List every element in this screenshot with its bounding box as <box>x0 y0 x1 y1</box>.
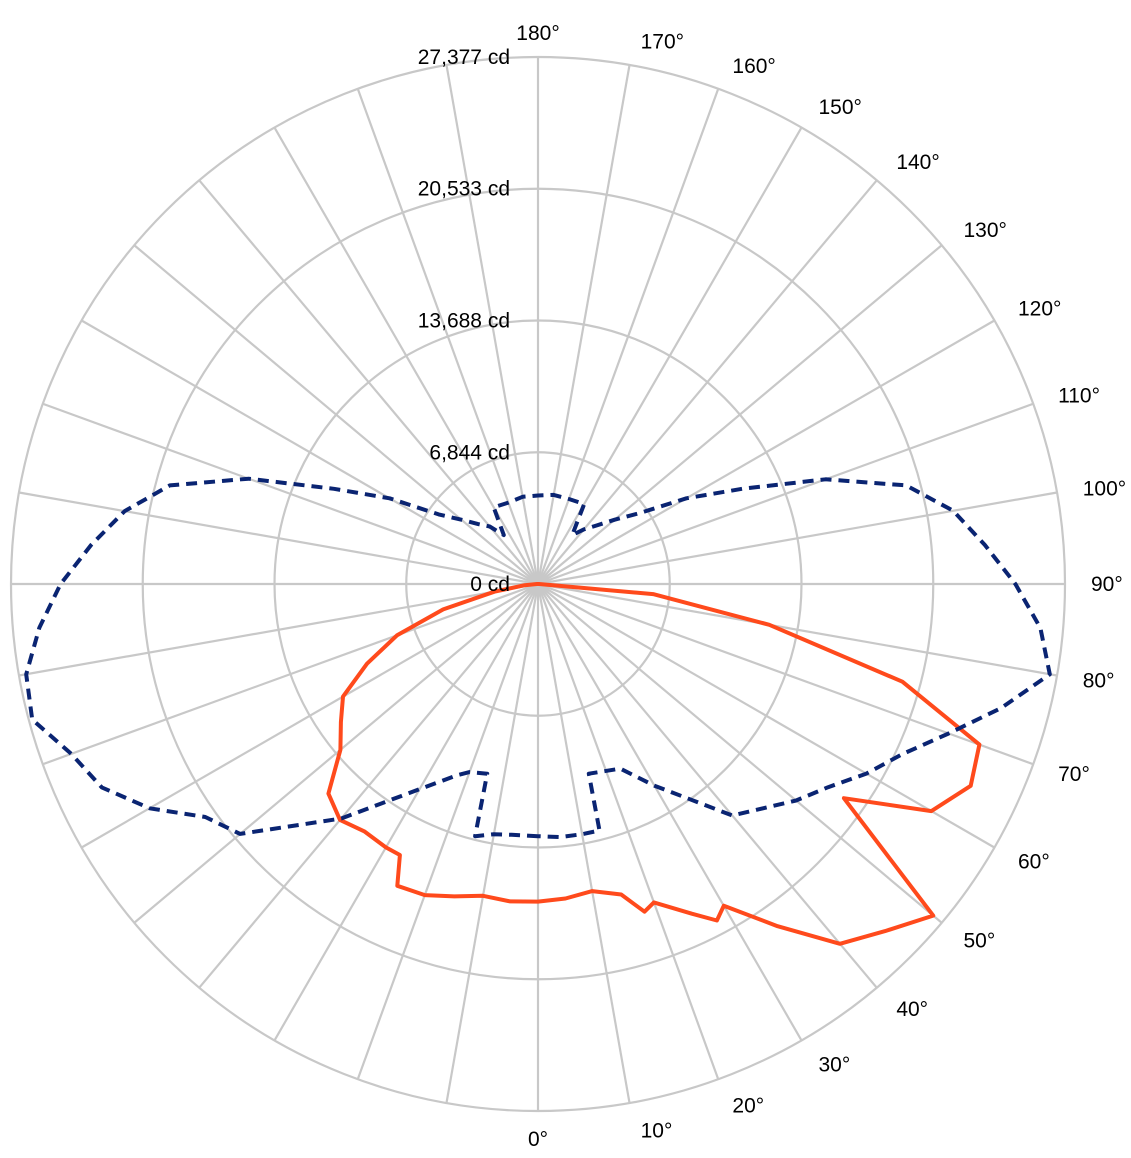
grid-spoke-230 <box>133 244 539 585</box>
angle-tick-label-140: 140° <box>896 151 939 174</box>
radial-tick-label-3: 20,533 cd <box>418 178 510 201</box>
grid-spoke-350 <box>445 583 540 1104</box>
angle-tick-label-110: 110° <box>1058 385 1100 408</box>
grid-spoke-30 <box>537 583 803 1041</box>
angle-tick-label-40: 40° <box>896 998 928 1021</box>
grid-spoke-290 <box>42 582 539 766</box>
angle-tick-label-60: 60° <box>1018 851 1050 874</box>
angle-tick-label-180: 180° <box>516 22 559 45</box>
angle-tick-label-160: 160° <box>732 55 775 78</box>
angle-tick-label-70: 70° <box>1058 763 1090 786</box>
grid-spoke-300 <box>81 583 539 849</box>
angle-tick-label-20: 20° <box>732 1095 764 1118</box>
grid-spoke-100 <box>537 491 1058 586</box>
grid-spoke-130 <box>537 244 943 585</box>
grid-spoke-10 <box>536 583 631 1104</box>
grid-spoke-260 <box>18 491 539 586</box>
grid-spoke-170 <box>536 64 631 585</box>
grid-spoke-210 <box>273 127 539 585</box>
angle-tick-label-170: 170° <box>641 30 684 53</box>
grid-spoke-240 <box>81 319 539 585</box>
grid-spoke-110 <box>537 402 1034 586</box>
angle-tick-label-80: 80° <box>1083 669 1115 692</box>
grid-spoke-340 <box>356 583 540 1080</box>
grid-spoke-50 <box>537 583 943 924</box>
radial-tick-labels: 0 cd 6,844 cd 13,688 cd 20,533 cd 27,377 cd <box>418 46 510 596</box>
series-line-1 <box>24 476 1052 840</box>
grid-spoke-140 <box>537 179 878 585</box>
radial-tick-label-4: 27,377 cd <box>418 46 510 69</box>
grid-spoke-280 <box>18 582 539 677</box>
grid-spoke-250 <box>42 402 539 586</box>
angle-tick-labels: 0° 10° 20° 30° 40° 50° 60° 70° 80° 90° 100° 110° 120… <box>516 22 1126 1151</box>
series-line-0 <box>326 582 982 946</box>
radial-tick-label-1: 6,844 cd <box>429 441 510 464</box>
angle-tick-label-150: 150° <box>819 96 862 119</box>
grid-spoke-120 <box>537 319 995 585</box>
grid-spoke-220 <box>198 179 539 585</box>
grid-spoke-40 <box>537 583 878 989</box>
grid-spoke-20 <box>536 583 720 1080</box>
grid-spoke-330 <box>273 583 539 1041</box>
angle-tick-label-100: 100° <box>1083 477 1126 500</box>
angle-tick-label-50: 50° <box>963 930 995 953</box>
grid-spoke-70 <box>537 582 1034 766</box>
angle-tick-label-0: 0° <box>528 1128 548 1151</box>
grid-spoke-60 <box>537 583 995 849</box>
grid-spoke-310 <box>133 583 539 924</box>
angle-tick-label-130: 130° <box>963 219 1006 242</box>
angle-tick-label-90: 90° <box>1091 573 1123 596</box>
radial-tick-label-2: 13,688 cd <box>418 310 510 333</box>
grid-spoke-160 <box>536 88 720 585</box>
angle-tick-label-30: 30° <box>819 1054 851 1077</box>
angle-tick-label-120: 120° <box>1018 298 1061 321</box>
grid-spoke-320 <box>198 583 539 989</box>
series-layer <box>24 476 1052 946</box>
radial-tick-label-0: 0 cd <box>470 573 510 596</box>
grid-spoke-80 <box>537 582 1058 677</box>
angle-tick-label-10: 10° <box>641 1120 673 1143</box>
